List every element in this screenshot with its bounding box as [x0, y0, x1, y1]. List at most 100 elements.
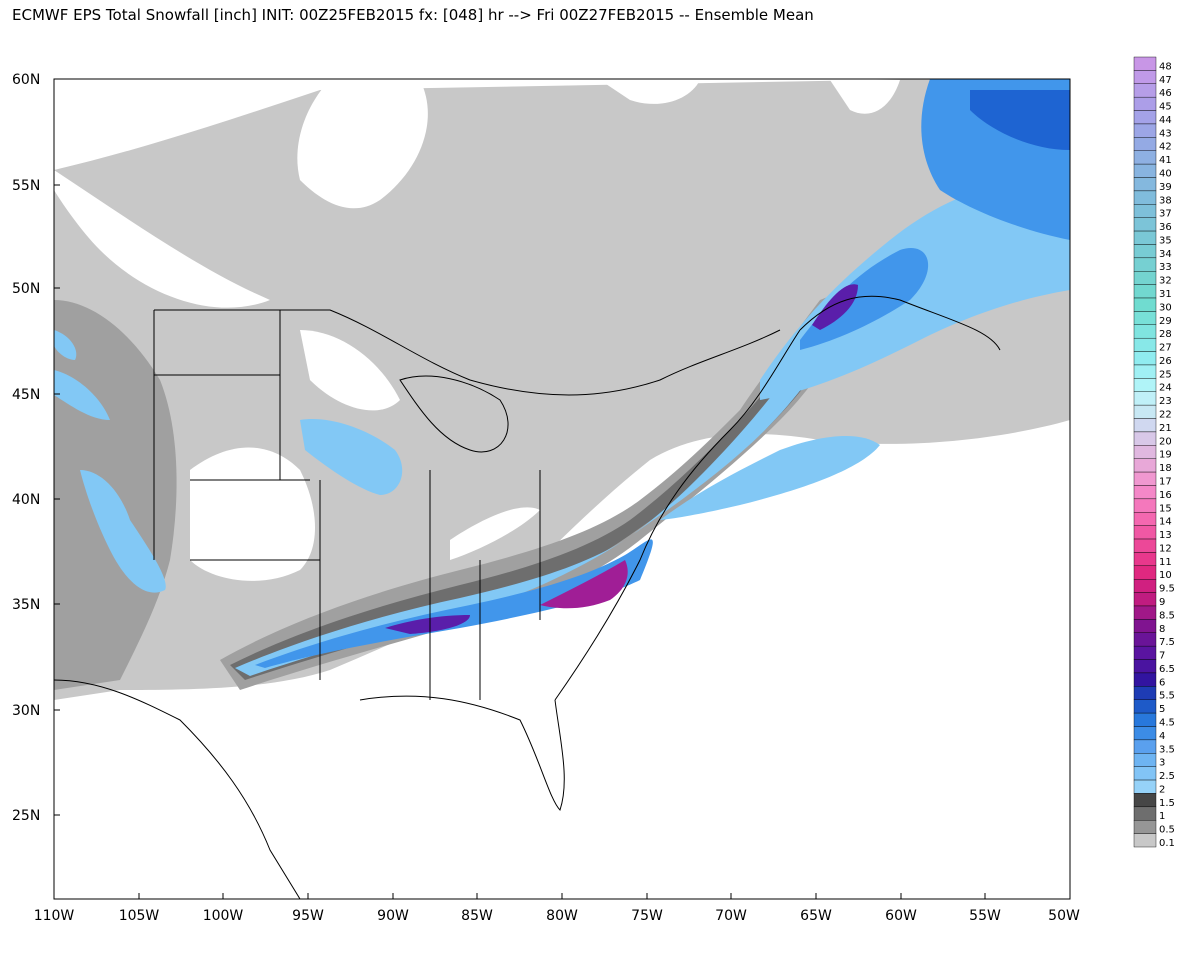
legend-label: 27 [1159, 343, 1172, 354]
legend-swatch [1133, 230, 1157, 245]
lat-label-60n: 60N [12, 72, 40, 88]
legend-label: 26 [1159, 356, 1172, 367]
legend-swatch [1133, 806, 1157, 821]
legend-label: 5 [1159, 704, 1165, 715]
legend-swatch [1133, 123, 1157, 138]
lon-label-70w: 70W [715, 908, 747, 924]
snow-band-offshore [660, 435, 880, 520]
legend-label: 9.5 [1159, 584, 1175, 595]
legend-swatch [1133, 712, 1157, 727]
legend-label: 28 [1159, 329, 1172, 340]
legend-swatch [1133, 592, 1157, 607]
legend-label: 10 [1159, 570, 1172, 581]
lon-label-60w: 60W [885, 908, 917, 924]
legend-label: 45 [1159, 102, 1172, 113]
legend-label: 8.5 [1159, 610, 1175, 621]
legend-label: 7 [1159, 651, 1165, 662]
snow-max-new-brunswick [812, 284, 858, 330]
legend-swatch [1133, 190, 1157, 205]
legend-swatch [1133, 485, 1157, 500]
legend-swatch [1133, 753, 1157, 767]
lat-label-55n: 55N [12, 178, 40, 194]
legend-swatch [1133, 779, 1157, 794]
legend-label: 1 [1159, 811, 1165, 822]
state-borders [153, 310, 541, 700]
legend-swatch [1133, 645, 1157, 660]
legend-swatch [1133, 820, 1157, 834]
legend-label: 46 [1159, 88, 1172, 99]
lon-label-100w: 100W [203, 908, 244, 924]
legend-label: 1.5 [1159, 798, 1175, 809]
legend-label: 20 [1159, 436, 1172, 447]
snowfall-shading [54, 79, 1070, 700]
legend-label: 31 [1159, 289, 1172, 300]
legend-swatch [1133, 311, 1157, 325]
legend-swatch [1133, 110, 1157, 125]
legend-swatch [1133, 659, 1157, 674]
legend-swatch [1133, 177, 1157, 192]
legend-label: 36 [1159, 222, 1172, 233]
legend-swatch [1133, 217, 1157, 232]
lon-label-75w: 75W [631, 908, 663, 924]
lon-label-85w: 85W [461, 908, 493, 924]
legend-label: 12 [1159, 543, 1172, 554]
legend-swatch [1133, 512, 1157, 526]
lon-label-110w: 110W [34, 908, 75, 924]
legend-label: 34 [1159, 249, 1172, 260]
legend-label: 0.5 [1159, 825, 1175, 836]
legend-label: 2.5 [1159, 771, 1175, 782]
legend-label: 35 [1159, 235, 1172, 246]
legend-label: 0.1 [1159, 838, 1175, 849]
legend-label: 37 [1159, 209, 1172, 220]
legend-label: 38 [1159, 195, 1172, 206]
legend-label: 3 [1159, 758, 1165, 769]
legend-label: 6.5 [1159, 664, 1175, 675]
lat-label-25n: 25N [12, 808, 40, 824]
legend-swatch [1133, 150, 1157, 165]
great-lakes [399, 375, 509, 453]
legend-swatch [1133, 378, 1157, 392]
snow-free-plains [190, 447, 315, 581]
legend-swatch [1133, 739, 1157, 754]
legend-swatch [1133, 525, 1157, 540]
legend-label: 4.5 [1159, 717, 1175, 728]
legend-label: 42 [1159, 142, 1172, 153]
legend-label: 11 [1159, 557, 1172, 568]
snow-band-dark-south [230, 295, 860, 680]
legend-label: 13 [1159, 530, 1172, 541]
legend-label: 48 [1159, 61, 1172, 72]
lon-label-90w: 90W [377, 908, 409, 924]
snow-max-virginia [540, 560, 628, 609]
lon-axis: 110W 105W 100W 95W 90W 85W 80W 75W 70W 6… [34, 893, 1080, 924]
snow-blue-montana [54, 370, 110, 420]
snow-free-hudson [297, 80, 428, 209]
legend-label: 43 [1159, 128, 1172, 139]
legend-swatch [1133, 726, 1157, 741]
snow-blue-idaho [54, 330, 77, 360]
legend-swatch [1133, 56, 1157, 71]
legend-swatch [1133, 284, 1157, 299]
coastline-gulf [54, 679, 301, 899]
lon-label-55w: 55W [969, 908, 1001, 924]
legend-swatch [1133, 619, 1157, 633]
legend-swatch [1133, 766, 1157, 781]
legend-swatch [1133, 297, 1157, 312]
legend-label: 7.5 [1159, 637, 1175, 648]
snow-core-maritimes [800, 248, 929, 350]
lon-label-50w: 50W [1048, 908, 1080, 924]
coastline-gulf-east [359, 695, 565, 811]
lat-axis: 60N 55N 50N 45N 40N 35N 30N 25N [12, 72, 60, 824]
legend-swatch [1133, 244, 1157, 259]
legend-label: 41 [1159, 155, 1172, 166]
legend-label: 4 [1159, 731, 1165, 742]
legend-label: 16 [1159, 490, 1172, 501]
legend-label: 30 [1159, 302, 1172, 313]
legend-label: 9 [1159, 597, 1165, 608]
legend-label: 5.5 [1159, 691, 1175, 702]
snow-free-ohio [450, 507, 540, 560]
legend-label: 40 [1159, 169, 1172, 180]
legend-label: 17 [1159, 476, 1172, 487]
legend-label: 6 [1159, 677, 1165, 688]
lat-label-35n: 35N [12, 597, 40, 613]
legend-swatch [1133, 70, 1157, 84]
